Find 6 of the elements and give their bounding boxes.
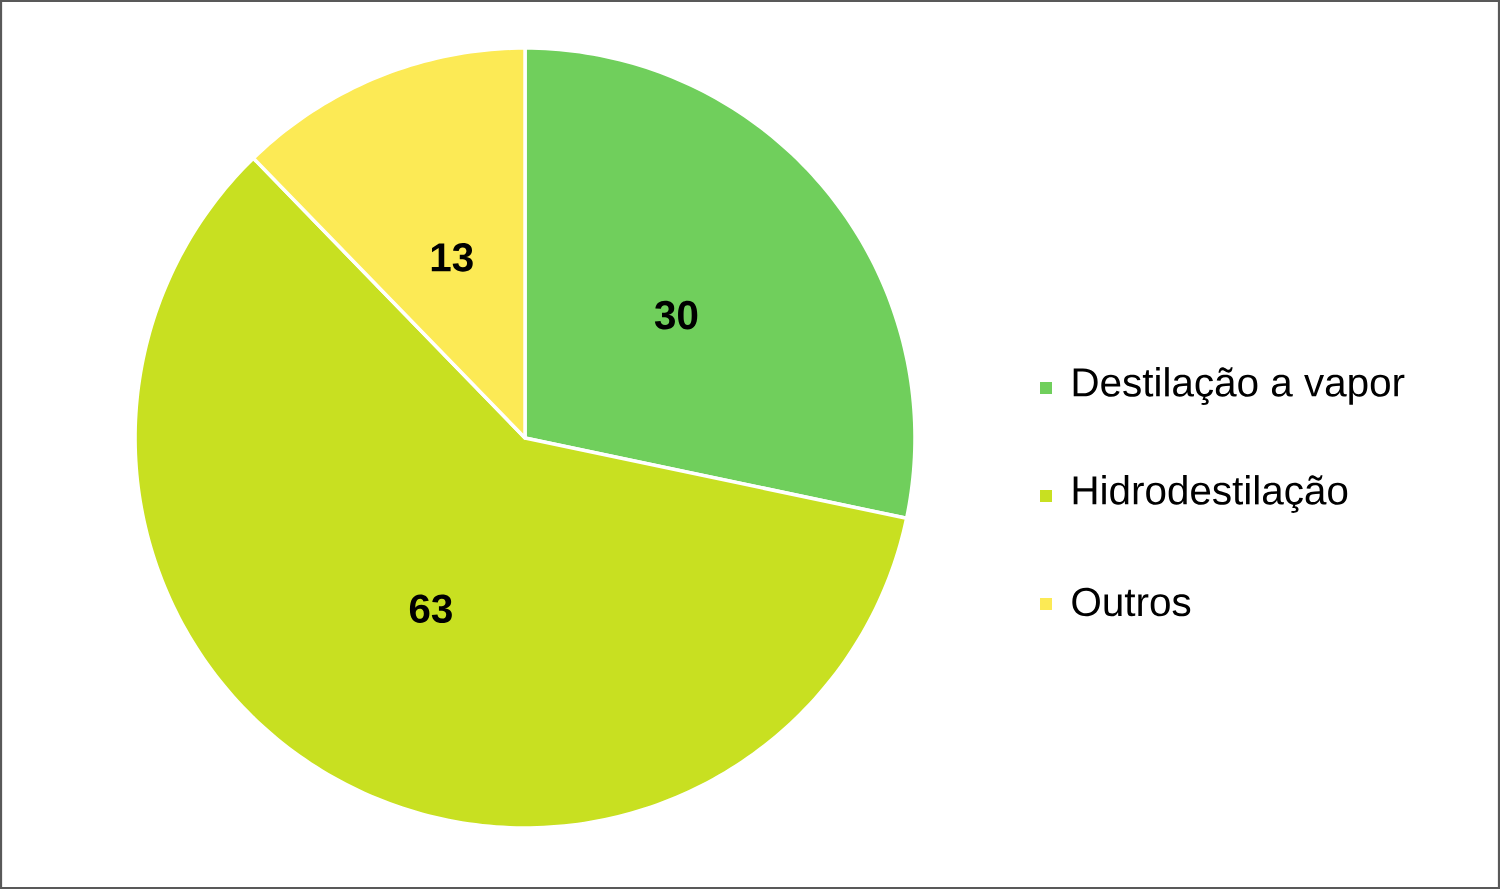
data-label: 13 xyxy=(431,242,473,272)
legend-label: Hidrodestilação xyxy=(1073,475,1348,513)
legend-label: Outros xyxy=(1072,587,1191,617)
data-label: 30 xyxy=(654,300,698,330)
legend-label: Destilação a vapor xyxy=(1073,367,1405,405)
data-label: 63 xyxy=(409,594,452,624)
